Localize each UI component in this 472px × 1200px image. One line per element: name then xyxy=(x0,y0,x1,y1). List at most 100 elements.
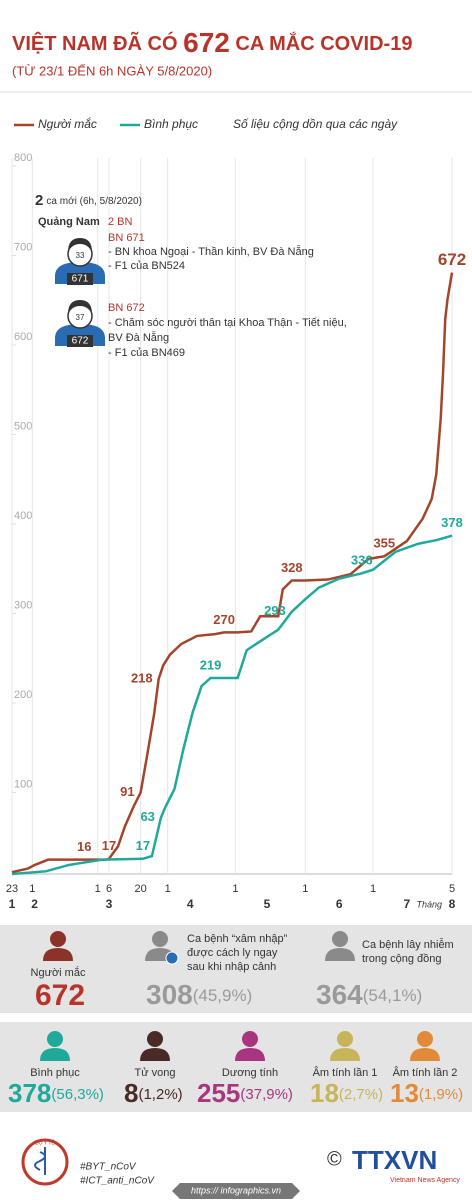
value-label: 218 xyxy=(131,670,153,685)
person-icon-body xyxy=(140,1048,170,1061)
person-icon-head xyxy=(152,931,168,947)
status-number: 378(56,3%) xyxy=(8,1078,104,1108)
patient-label: BN 671 xyxy=(108,232,145,244)
month-label: 6 xyxy=(336,897,343,911)
group-label: sau khi nhập cảnh xyxy=(187,961,276,973)
x-tick-label: 1 xyxy=(165,883,171,895)
value-label: 378 xyxy=(441,515,463,530)
person-icon-body xyxy=(410,1048,440,1061)
avatar-tag xyxy=(67,273,93,285)
y-tick-label: 100 xyxy=(14,778,32,790)
status-number: 18(2,7%) xyxy=(310,1078,383,1108)
status-panel xyxy=(0,1022,472,1112)
title: VIỆT NAM ĐÃ CÓ 672 CA MẮC COVID-19 xyxy=(12,27,412,58)
person-icon-body xyxy=(40,1048,70,1061)
y-tick-label: 200 xyxy=(14,689,32,701)
month-label: 5 xyxy=(264,897,271,911)
title-start: VIỆT NAM ĐÃ CÓ xyxy=(12,31,178,55)
status-share: (2,7%) xyxy=(339,1086,383,1103)
value-label: 336 xyxy=(351,553,373,568)
province: Quảng Nam xyxy=(38,216,100,228)
patient-line: - F1 của BN469 xyxy=(108,347,185,359)
x-tick-label: 5 xyxy=(449,883,455,895)
group-number: 364(54,1%) xyxy=(316,979,422,1010)
url-ribbon xyxy=(172,1183,300,1199)
legend-label: Bình phục xyxy=(144,117,198,131)
person-icon-head xyxy=(242,1031,258,1047)
status-label: Bình phục xyxy=(30,1067,80,1079)
y-tick-label: 600 xyxy=(14,331,32,343)
status-label: Tử vong xyxy=(135,1067,176,1079)
group-share: (45,9%) xyxy=(193,986,253,1005)
month-label: 7 xyxy=(404,897,411,911)
value-label: 328 xyxy=(281,560,303,575)
month-axis-title: Tháng xyxy=(416,899,442,909)
patient-label: BN 672 xyxy=(108,302,145,314)
status-share: (56,3%) xyxy=(51,1086,104,1103)
y-tick-label: 400 xyxy=(14,510,32,522)
x-tick-label: 1 xyxy=(370,883,376,895)
avatar-hair xyxy=(68,300,92,314)
x-tick-label: 20 xyxy=(134,883,146,895)
avatar-age: 37 xyxy=(76,313,85,322)
status-number: 8(1,2%) xyxy=(124,1078,183,1108)
status-number: 255(37,9%) xyxy=(197,1078,293,1108)
total-value: 672 xyxy=(35,979,85,1012)
x-tick-label: 6 xyxy=(106,883,112,895)
status-number: 13(1,9%) xyxy=(390,1078,463,1108)
month-label: 4 xyxy=(187,897,194,911)
group-label: Ca bệnh lây nhiễm xyxy=(362,938,454,951)
person-icon-head xyxy=(47,1031,63,1047)
ministry: BỘ Y TẾ xyxy=(35,1139,55,1146)
avatar-id: 671 xyxy=(72,274,89,285)
x-tick-label: 1 xyxy=(95,883,101,895)
status-value: 255 xyxy=(197,1078,240,1108)
person-icon-body xyxy=(235,1048,265,1061)
group-label: được cách ly ngay xyxy=(187,947,278,959)
series-line xyxy=(11,272,454,874)
avatar-id: 672 xyxy=(72,336,89,347)
y-tick-label: 800 xyxy=(14,152,32,164)
total-label: Người mắc xyxy=(31,966,86,979)
status-label: Âm tính lần 2 xyxy=(393,1066,458,1079)
month-label: 1 xyxy=(9,897,16,911)
callout-count: 2 xyxy=(35,192,43,209)
status-share: (1,9%) xyxy=(419,1086,463,1103)
month-label: 2 xyxy=(31,897,38,911)
globe-icon xyxy=(165,951,179,965)
chart-note: Số liệu cộng dồn qua các ngày xyxy=(233,117,398,131)
summary-panel xyxy=(0,925,472,1013)
patient-line: - F1 của BN524 xyxy=(108,260,185,272)
icons xyxy=(40,931,440,1061)
hashtag: #ICT_anti_nCoV xyxy=(80,1176,155,1187)
group-label: Ca bệnh “xâm nhập” xyxy=(187,933,288,945)
series-line xyxy=(11,534,453,876)
person-icon-head xyxy=(417,1031,433,1047)
patient-line: - BN khoa Ngoại - Thần kinh, BV Đà Nẵng xyxy=(108,245,314,258)
avatar-tag xyxy=(67,335,93,347)
group-value: 364 xyxy=(316,979,363,1010)
avatar-age: 33 xyxy=(76,251,85,260)
value-label: 270 xyxy=(213,612,235,627)
agency: TTXVN xyxy=(352,1145,437,1175)
month-label: 3 xyxy=(106,897,113,911)
status-label: Dương tính xyxy=(222,1067,278,1079)
person-icon-body xyxy=(330,1048,360,1061)
group-share: (54,1%) xyxy=(363,986,423,1005)
status-share: (1,2%) xyxy=(138,1086,182,1103)
copyright: © xyxy=(327,1148,342,1170)
value-label: 63 xyxy=(140,809,154,824)
person-icon-head xyxy=(147,1031,163,1047)
group-value: 308 xyxy=(146,979,193,1010)
status-value: 378 xyxy=(8,1078,51,1108)
patient-line: BV Đà Nẵng xyxy=(108,331,169,344)
avatars: 33 671 37 672 xyxy=(55,238,105,347)
title-end: CA MẮC COVID-19 xyxy=(235,31,412,55)
x-tick-label: 1 xyxy=(29,883,35,895)
logo-symbol xyxy=(34,1147,46,1175)
y-tick-label: 300 xyxy=(14,599,32,611)
value-label: 16 xyxy=(77,839,91,854)
person-icon-head xyxy=(50,931,66,947)
group-number: 308(45,9%) xyxy=(146,979,252,1010)
